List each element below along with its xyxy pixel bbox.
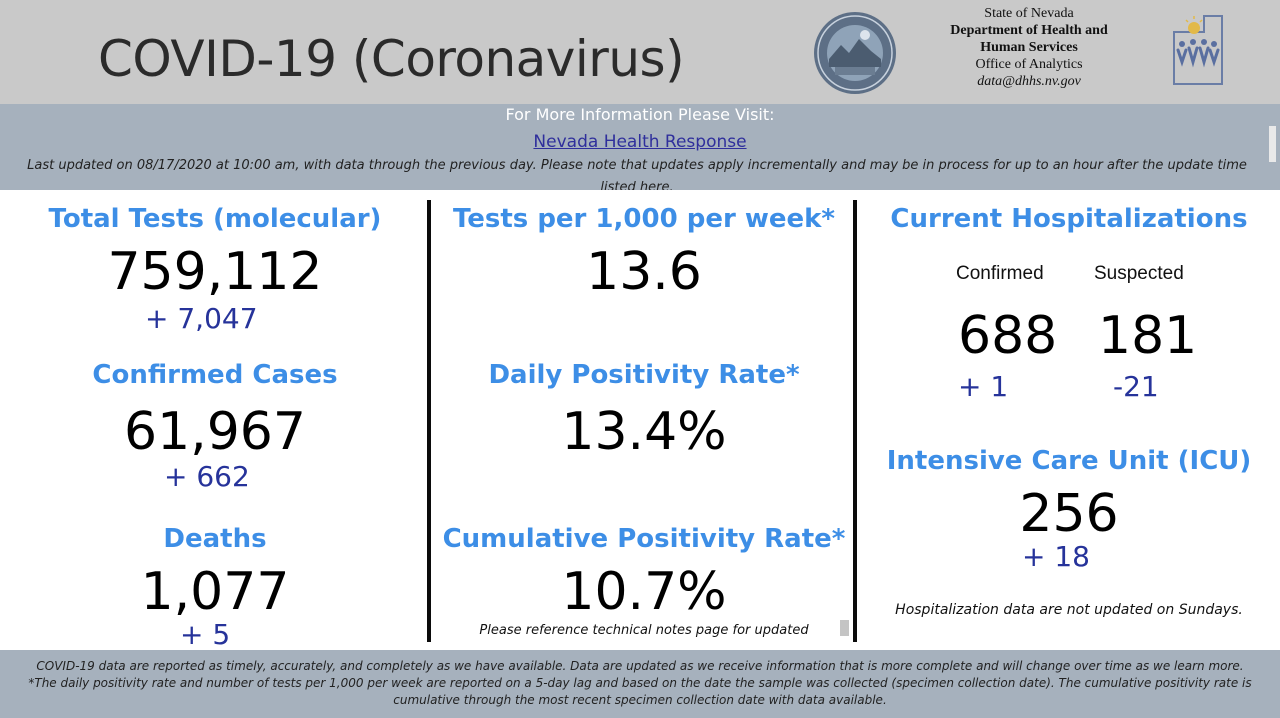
technical-notes-text: Please reference technical notes page fo…: [479, 623, 809, 638]
deaths-value: 1,077: [140, 562, 290, 622]
confirmed-cases-heading: Confirmed Cases: [92, 360, 338, 390]
header-band: COVID-19 (Coronavirus) State of Nevada D…: [0, 0, 1280, 104]
footer-line-1: COVID-19 data are reported as timely, ac…: [36, 659, 1244, 673]
column-divider-left: [427, 200, 431, 642]
column-divider-right: [853, 200, 857, 642]
footer-line-2: *The daily positivity rate and number of…: [28, 676, 1252, 690]
daily-positivity-heading: Daily Positivity Rate*: [488, 360, 800, 390]
total-tests-heading: Total Tests (molecular): [48, 204, 382, 234]
last-updated-text: Last updated on 08/17/2020 at 10:00 am, …: [27, 158, 1247, 190]
agency-office: Office of Analytics: [975, 57, 1083, 72]
tests-per-1000-heading: Tests per 1,000 per week*: [452, 204, 836, 234]
page-title: COVID-19 (Coronavirus): [98, 30, 685, 88]
nevada-health-response-link[interactable]: Nevada Health Response: [533, 132, 747, 152]
confirmed-cases-value: 61,967: [124, 402, 306, 462]
hosp-confirmed-delta: + 1: [958, 370, 1009, 403]
agency-department: Department of Health and: [950, 23, 1108, 38]
info-label: For More Information Please Visit:: [505, 105, 775, 124]
dhhs-logo-icon: [1173, 15, 1223, 85]
nevada-state-seal-icon: [814, 12, 896, 94]
current-hospitalizations-heading: Current Hospitalizations: [890, 204, 1248, 234]
hosp-suspected-value: 181: [1098, 306, 1198, 366]
agency-state: State of Nevada: [984, 6, 1074, 21]
cumulative-positivity-heading: Cumulative Positivity Rate*: [442, 524, 846, 554]
column-rates: Tests per 1,000 per week* 13.6 Daily Pos…: [432, 190, 856, 650]
hosp-suspected-delta: -21: [1113, 370, 1159, 403]
footer-band: COVID-19 data are reported as timely, ac…: [0, 650, 1280, 718]
info-band: For More Information Please Visit: Nevad…: [0, 104, 1280, 190]
cumulative-positivity-value: 10.7%: [561, 562, 727, 622]
agency-email: data@dhhs.nv.gov: [977, 74, 1081, 89]
suspected-label: Suspected: [1094, 263, 1184, 284]
footer-line-3: cumulative through the most recent speci…: [393, 693, 887, 707]
notes-scrollbar[interactable]: [840, 620, 849, 636]
total-tests-value: 759,112: [107, 242, 323, 302]
daily-positivity-value: 13.4%: [561, 402, 727, 462]
column-hospitalizations: Current Hospitalizations Confirmed Suspe…: [858, 190, 1280, 650]
info-link-wrap: Nevada Health Response: [0, 132, 1280, 152]
agency-department-cont: Human Services: [980, 40, 1078, 55]
info-scrollbar[interactable]: [1269, 126, 1276, 162]
total-tests-delta: + 7,047: [145, 302, 258, 335]
deaths-heading: Deaths: [163, 524, 267, 554]
hospitalization-note: Hospitalization data are not updated on …: [895, 602, 1243, 618]
icu-delta: + 18: [1022, 540, 1090, 573]
confirmed-label: Confirmed: [956, 263, 1044, 284]
icu-heading: Intensive Care Unit (ICU): [886, 446, 1252, 476]
agency-block: State of Nevada Department of Health and…: [925, 5, 1133, 90]
deaths-delta: + 5: [180, 618, 231, 651]
column-totals: Total Tests (molecular) 759,112 + 7,047 …: [0, 190, 430, 651]
confirmed-cases-delta: + 662: [164, 460, 250, 493]
hosp-confirmed-value: 688: [958, 306, 1058, 366]
tests-per-1000-value: 13.6: [586, 242, 702, 302]
icu-value: 256: [1019, 484, 1119, 544]
